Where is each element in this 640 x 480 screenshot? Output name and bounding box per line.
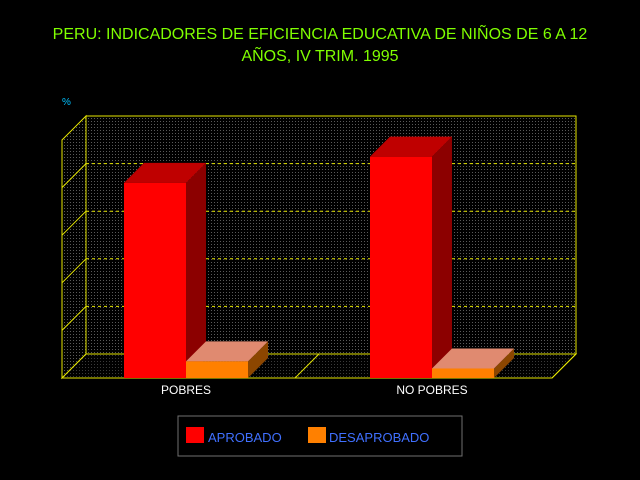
legend-swatch-aprobado (186, 427, 204, 443)
bar-top (432, 348, 514, 369)
gridline-side (61, 306, 87, 331)
bar-side (494, 348, 514, 378)
gridline-side (61, 258, 87, 284)
chart-title-line2: AÑOS, IV TRIM. 1995 (241, 45, 398, 65)
category-label: POBRES (161, 383, 211, 397)
bar-front (186, 361, 248, 378)
bar-side (248, 341, 268, 378)
bar-front (124, 182, 186, 378)
bar-side (186, 162, 206, 378)
legend-label-desaprobado: DESAPROBADO (329, 430, 429, 445)
legend: APROBADO DESAPROBADO (177, 415, 463, 457)
gridline-side (61, 210, 87, 236)
bar-top (186, 341, 268, 362)
y-axis-unit: % (62, 97, 71, 108)
bar-pobres-desaprobado (186, 341, 268, 378)
bar-no-pobres-aprobado (370, 136, 452, 378)
left-wall (61, 114, 87, 380)
category-labels: POBRES NO POBRES (161, 383, 468, 397)
bar-front (370, 156, 432, 378)
right-edge (551, 353, 577, 379)
bar-top (124, 162, 206, 183)
legend-swatch-desaprobado (308, 427, 326, 443)
bar-no-pobres-desaprobado (432, 348, 514, 378)
bar-front (432, 368, 494, 378)
gridline-side (61, 163, 87, 188)
chart-title-line1: PERU: INDICADORES DE EFICIENCIA EDUCATIV… (53, 23, 588, 43)
legend-label-aprobado: APROBADO (208, 430, 282, 445)
bar-top (370, 136, 452, 157)
floor-divider (294, 353, 320, 379)
bar-pobres-aprobado (124, 162, 206, 378)
category-label: NO POBRES (396, 383, 467, 397)
bar-side (432, 136, 452, 378)
bars (124, 136, 514, 378)
